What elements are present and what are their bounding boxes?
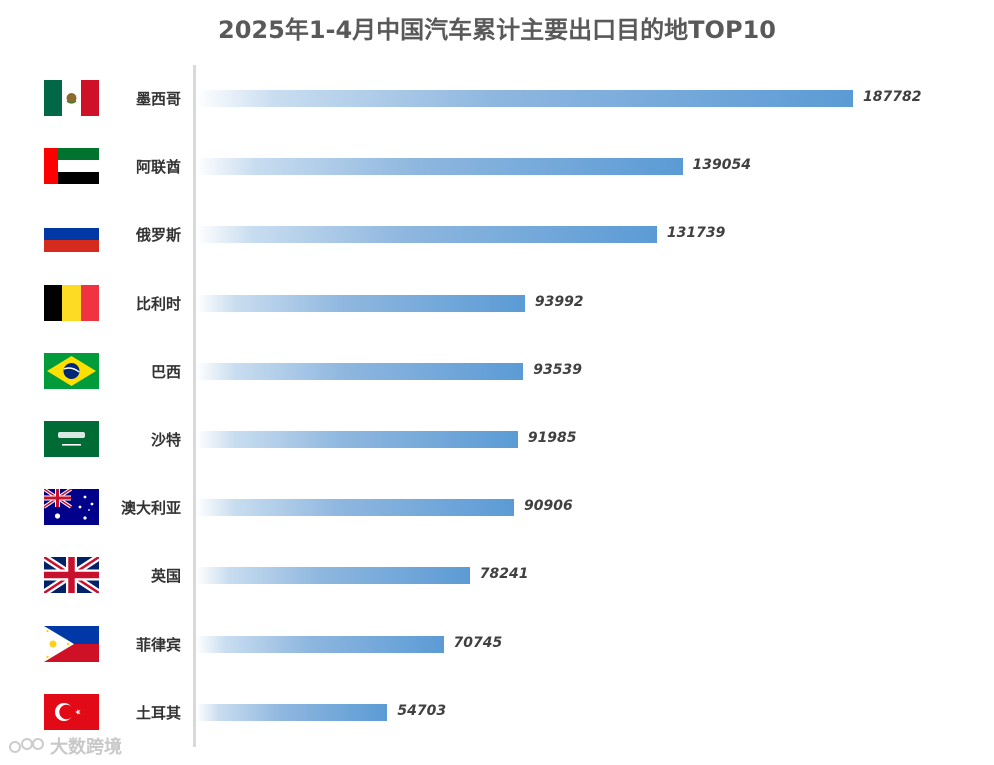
category-axis-line [193, 65, 196, 747]
value-label: 131739 [666, 225, 726, 242]
russia-flag-icon [44, 216, 99, 253]
belgium-flag-icon [44, 284, 99, 321]
category-label: 俄罗斯 [135, 226, 181, 245]
bar-row: 土耳其 54703 [0, 684, 994, 740]
category-label: 土耳其 [135, 703, 181, 722]
category-label: 英国 [150, 567, 181, 586]
bar [196, 635, 444, 653]
bar-row: 澳大利亚 90906 [0, 479, 994, 535]
bar-row: 墨西哥 187782 [0, 70, 994, 126]
bar-row: 阿联酋 139054 [0, 138, 994, 194]
category-label: 沙特 [150, 431, 181, 449]
value-label: 187782 [863, 89, 922, 105]
bar-row: 沙特 91985 [0, 411, 994, 467]
watermark-text: 大数跨境 [50, 737, 122, 758]
philippines-flag-icon [44, 625, 99, 662]
watermark-logo-icon [9, 738, 44, 753]
bar-row: 俄罗斯 131739 [0, 206, 994, 262]
bar-row: 英国 78241 [0, 547, 994, 603]
value-label: 90906 [524, 498, 573, 515]
category-label: 阿联酋 [135, 158, 181, 177]
value-label: 93539 [533, 361, 582, 378]
bar [196, 703, 388, 721]
category-label: 比利时 [135, 294, 181, 313]
mexico-flag-icon [44, 80, 99, 116]
category-label: 墨西哥 [135, 90, 181, 108]
bar [196, 362, 524, 380]
value-label: 78241 [479, 566, 529, 583]
bar [196, 294, 525, 312]
bar-row: 比利时 93992 [0, 275, 994, 331]
value-label: 91985 [527, 430, 577, 446]
value-label: 139054 [692, 157, 751, 174]
brazil-flag-icon [44, 352, 99, 389]
uk-flag-icon [44, 557, 99, 594]
chart-title: 2025年1-4月中国汽车累计主要出口目的地TOP10 [218, 16, 776, 44]
bar [196, 499, 515, 517]
bar [196, 226, 657, 244]
turkey-flag-icon [44, 693, 99, 730]
bar-row: 菲律宾 70745 [0, 616, 994, 672]
watermark: 大数跨境 [8, 733, 122, 759]
bar [196, 90, 853, 107]
value-label: 70745 [453, 634, 503, 651]
uae-flag-icon [44, 148, 99, 185]
bar [196, 431, 518, 448]
australia-flag-icon [44, 489, 99, 526]
saudi-arabia-flag-icon [44, 421, 99, 457]
category-label: 巴西 [150, 362, 181, 381]
value-label: 54703 [397, 702, 447, 719]
bar-row: 巴西 93539 [0, 343, 994, 399]
category-label: 澳大利亚 [120, 499, 181, 518]
category-label: 菲律宾 [135, 635, 181, 654]
bar [196, 158, 683, 176]
bar [196, 567, 470, 585]
value-label: 93992 [534, 293, 584, 310]
